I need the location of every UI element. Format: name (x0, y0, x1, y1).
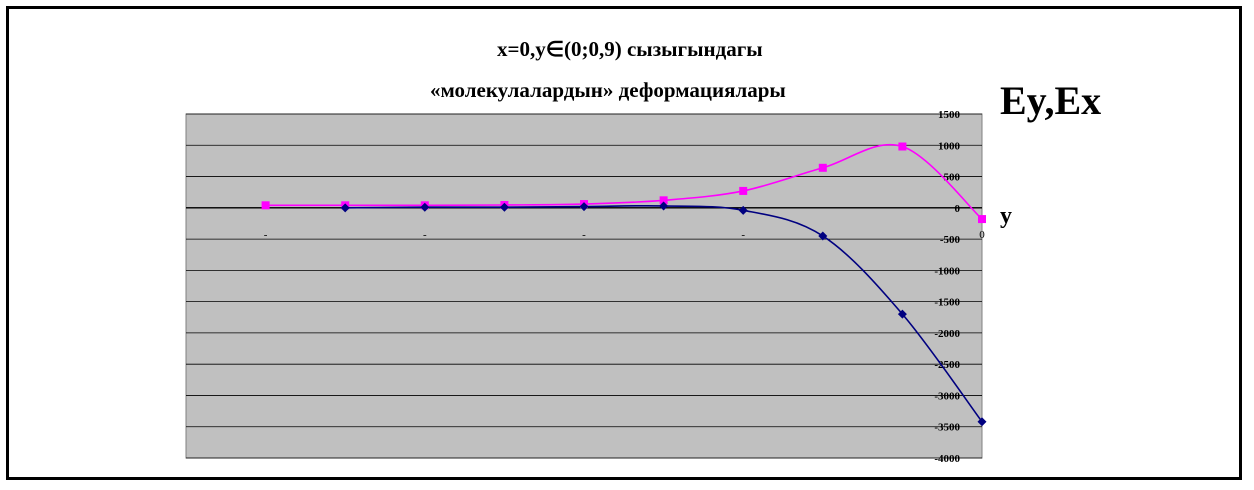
data-point-square (739, 186, 748, 195)
data-point-diamond (420, 202, 430, 212)
series-line-2 (345, 204, 983, 423)
data-point-diamond (340, 203, 350, 213)
data-point-diamond (738, 205, 748, 215)
x-tick-label: - (582, 229, 586, 241)
data-point-square (659, 196, 668, 205)
y-tick-label: -500 (940, 234, 961, 246)
data-point-diamond (499, 202, 509, 212)
y-tick-label: -3500 (934, 422, 960, 434)
x-tick-label: - (264, 229, 268, 241)
y-tick-label: -3000 (934, 390, 960, 402)
x-tick-label: - (423, 229, 427, 241)
data-point-square (818, 163, 827, 172)
data-point-square (261, 201, 270, 210)
y-tick-label: -2500 (934, 359, 960, 371)
y-tick-labels: 1500 1000 500 0 -500 -1000 -1500 -2000 -2500 -300… (934, 109, 960, 465)
y-tick-label: -2000 (934, 328, 960, 340)
data-point-square (898, 142, 907, 151)
chart-title-line-2: «молекулалардын» деформациялары (430, 78, 786, 102)
series-line-1 (265, 143, 983, 220)
y-tick-label: -1000 (934, 265, 960, 277)
y-tick-label: 1500 (938, 109, 961, 121)
data-point-diamond (659, 201, 669, 211)
y-tick-label: -4000 (934, 453, 960, 465)
data-point-diamond (897, 309, 907, 319)
data-point-diamond (818, 231, 828, 241)
chart-title-line-1: x=0,y∈(0;0,9) сызыгындагы (497, 37, 763, 61)
grid-lines (186, 113, 982, 459)
y-tick-label: 500 (944, 172, 961, 184)
data-point-diamond (977, 417, 987, 427)
series-layer (261, 142, 987, 427)
x-tick-marks: - - - - 0 (264, 229, 985, 241)
y-tick-label: 1000 (938, 140, 961, 152)
data-point-square (978, 215, 986, 224)
x-tick-label: - (741, 229, 745, 241)
x-axis-title: y (1000, 203, 1012, 229)
x-tick-label: 0 (979, 229, 985, 241)
y-axis-title: Ey,Ex (1000, 78, 1102, 123)
data-point-diamond (579, 202, 589, 212)
y-tick-label: -1500 (934, 297, 960, 309)
plot-area (185, 113, 983, 459)
y-tick-label: 0 (955, 203, 961, 215)
